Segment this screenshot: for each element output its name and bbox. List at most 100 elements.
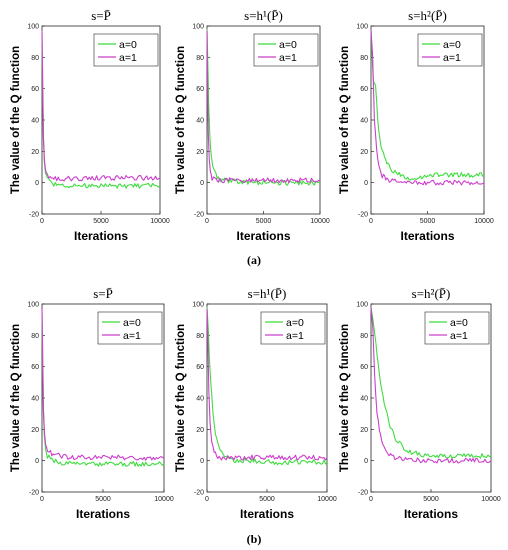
legend-label: a=1 [286, 330, 304, 342]
y-tick-label: 60 [360, 86, 368, 93]
y-tick-label: 40 [360, 118, 368, 125]
x-axis-label: Iterations [400, 229, 454, 243]
x-tick-label: 0 [205, 496, 209, 503]
y-tick-label: 40 [31, 118, 39, 125]
chart-title: s=h²(P̄) [408, 8, 447, 23]
y-axis-label: The value of the Q function [175, 324, 187, 472]
legend-label: a=0 [443, 39, 461, 51]
y-tick-label: 20 [360, 427, 368, 434]
legend: a=0a=1 [260, 311, 326, 345]
legend-label: a=1 [443, 52, 461, 64]
y-tick-label: 40 [360, 396, 368, 403]
y-tick-label: 80 [196, 55, 204, 62]
x-tick-label: 5000 [256, 218, 272, 225]
legend-label: a=0 [450, 317, 468, 329]
series-line-a0 [370, 307, 492, 459]
y-tick-label: -20 [29, 490, 39, 497]
series-line-a1 [206, 308, 328, 461]
y-tick-label: 60 [196, 86, 204, 93]
legend-label: a=0 [286, 317, 304, 329]
caption-b: (b) [247, 532, 262, 546]
x-tick-label: 10000 [150, 218, 170, 225]
y-tick-label: 80 [196, 333, 204, 340]
y-tick-label: 20 [31, 427, 39, 434]
x-tick-label: 10000 [481, 496, 501, 503]
y-axis-label: The value of the Q function [10, 46, 22, 194]
y-tick-label: 60 [360, 364, 368, 371]
y-tick-label: 40 [196, 396, 204, 403]
x-tick-label: 0 [369, 218, 373, 225]
y-tick-label: 20 [196, 427, 204, 434]
x-tick-label: 10000 [154, 496, 174, 503]
x-tick-label: 10000 [474, 218, 494, 225]
series-line-a1 [370, 307, 492, 464]
y-tick-label: 80 [360, 333, 368, 340]
series-line-a1 [206, 30, 321, 184]
legend: a=0a=1 [253, 33, 319, 67]
y-tick-label: 100 [27, 24, 39, 31]
y-tick-label: 0 [35, 458, 39, 465]
y-tick-label: 100 [192, 24, 204, 31]
y-tick-label: 0 [200, 458, 204, 465]
y-tick-label: -20 [29, 212, 39, 219]
legend-label: a=1 [279, 52, 297, 64]
x-tick-label: 5000 [420, 218, 436, 225]
y-tick-label: -20 [358, 490, 368, 497]
x-tick-label: 0 [369, 496, 373, 503]
y-axis-label: The value of the Q function [10, 324, 22, 472]
x-tick-label: 0 [40, 496, 44, 503]
y-tick-label: 100 [27, 302, 39, 309]
legend: a=0a=1 [93, 33, 159, 67]
legend: a=0a=1 [417, 33, 483, 67]
y-tick-label: 100 [192, 302, 204, 309]
series-line-a1 [370, 29, 485, 186]
x-axis-label: Iterations [240, 507, 294, 521]
legend: a=0a=1 [97, 311, 163, 345]
legend-label: a=1 [119, 52, 137, 64]
x-axis-label: Iterations [76, 507, 130, 521]
x-axis-label: Iterations [236, 229, 290, 243]
legend-box [97, 311, 163, 345]
x-axis-label: Iterations [74, 229, 128, 243]
x-tick-label: 5000 [259, 496, 275, 503]
x-tick-label: 5000 [95, 496, 111, 503]
chart-title: s=P̄ [93, 286, 113, 301]
chart-title: s=h²(P̄) [412, 286, 451, 301]
chart-title: s=h¹(P̄) [248, 286, 287, 301]
y-tick-label: 80 [31, 333, 39, 340]
y-axis-label: The value of the Q function [175, 46, 187, 194]
legend-box [417, 33, 483, 67]
x-tick-label: 5000 [423, 496, 439, 503]
y-tick-label: 60 [31, 86, 39, 93]
series-line-a0 [41, 311, 165, 467]
chart-title: s=P̄ [91, 8, 111, 23]
y-tick-label: 0 [200, 180, 204, 187]
y-tick-label: 0 [364, 458, 368, 465]
caption-a: (a) [247, 253, 261, 267]
x-axis-label: Iterations [404, 507, 458, 521]
x-tick-label: 10000 [310, 218, 330, 225]
y-tick-label: 80 [31, 55, 39, 62]
y-tick-label: 60 [31, 364, 39, 371]
y-tick-label: -20 [194, 212, 204, 219]
y-tick-label: 40 [196, 118, 204, 125]
y-tick-label: -20 [194, 490, 204, 497]
legend-label: a=1 [123, 330, 141, 342]
series-line-a1 [41, 30, 161, 182]
series-line-a0 [370, 29, 485, 181]
legend-box [424, 311, 490, 345]
legend-box [93, 33, 159, 67]
x-tick-label: 0 [40, 218, 44, 225]
chart-title: s=h¹(P̄) [244, 8, 283, 23]
legend: a=0a=1 [424, 311, 490, 345]
y-tick-label: 100 [356, 302, 368, 309]
y-axis-label: The value of the Q function [339, 46, 351, 194]
legend-label: a=0 [123, 317, 141, 329]
